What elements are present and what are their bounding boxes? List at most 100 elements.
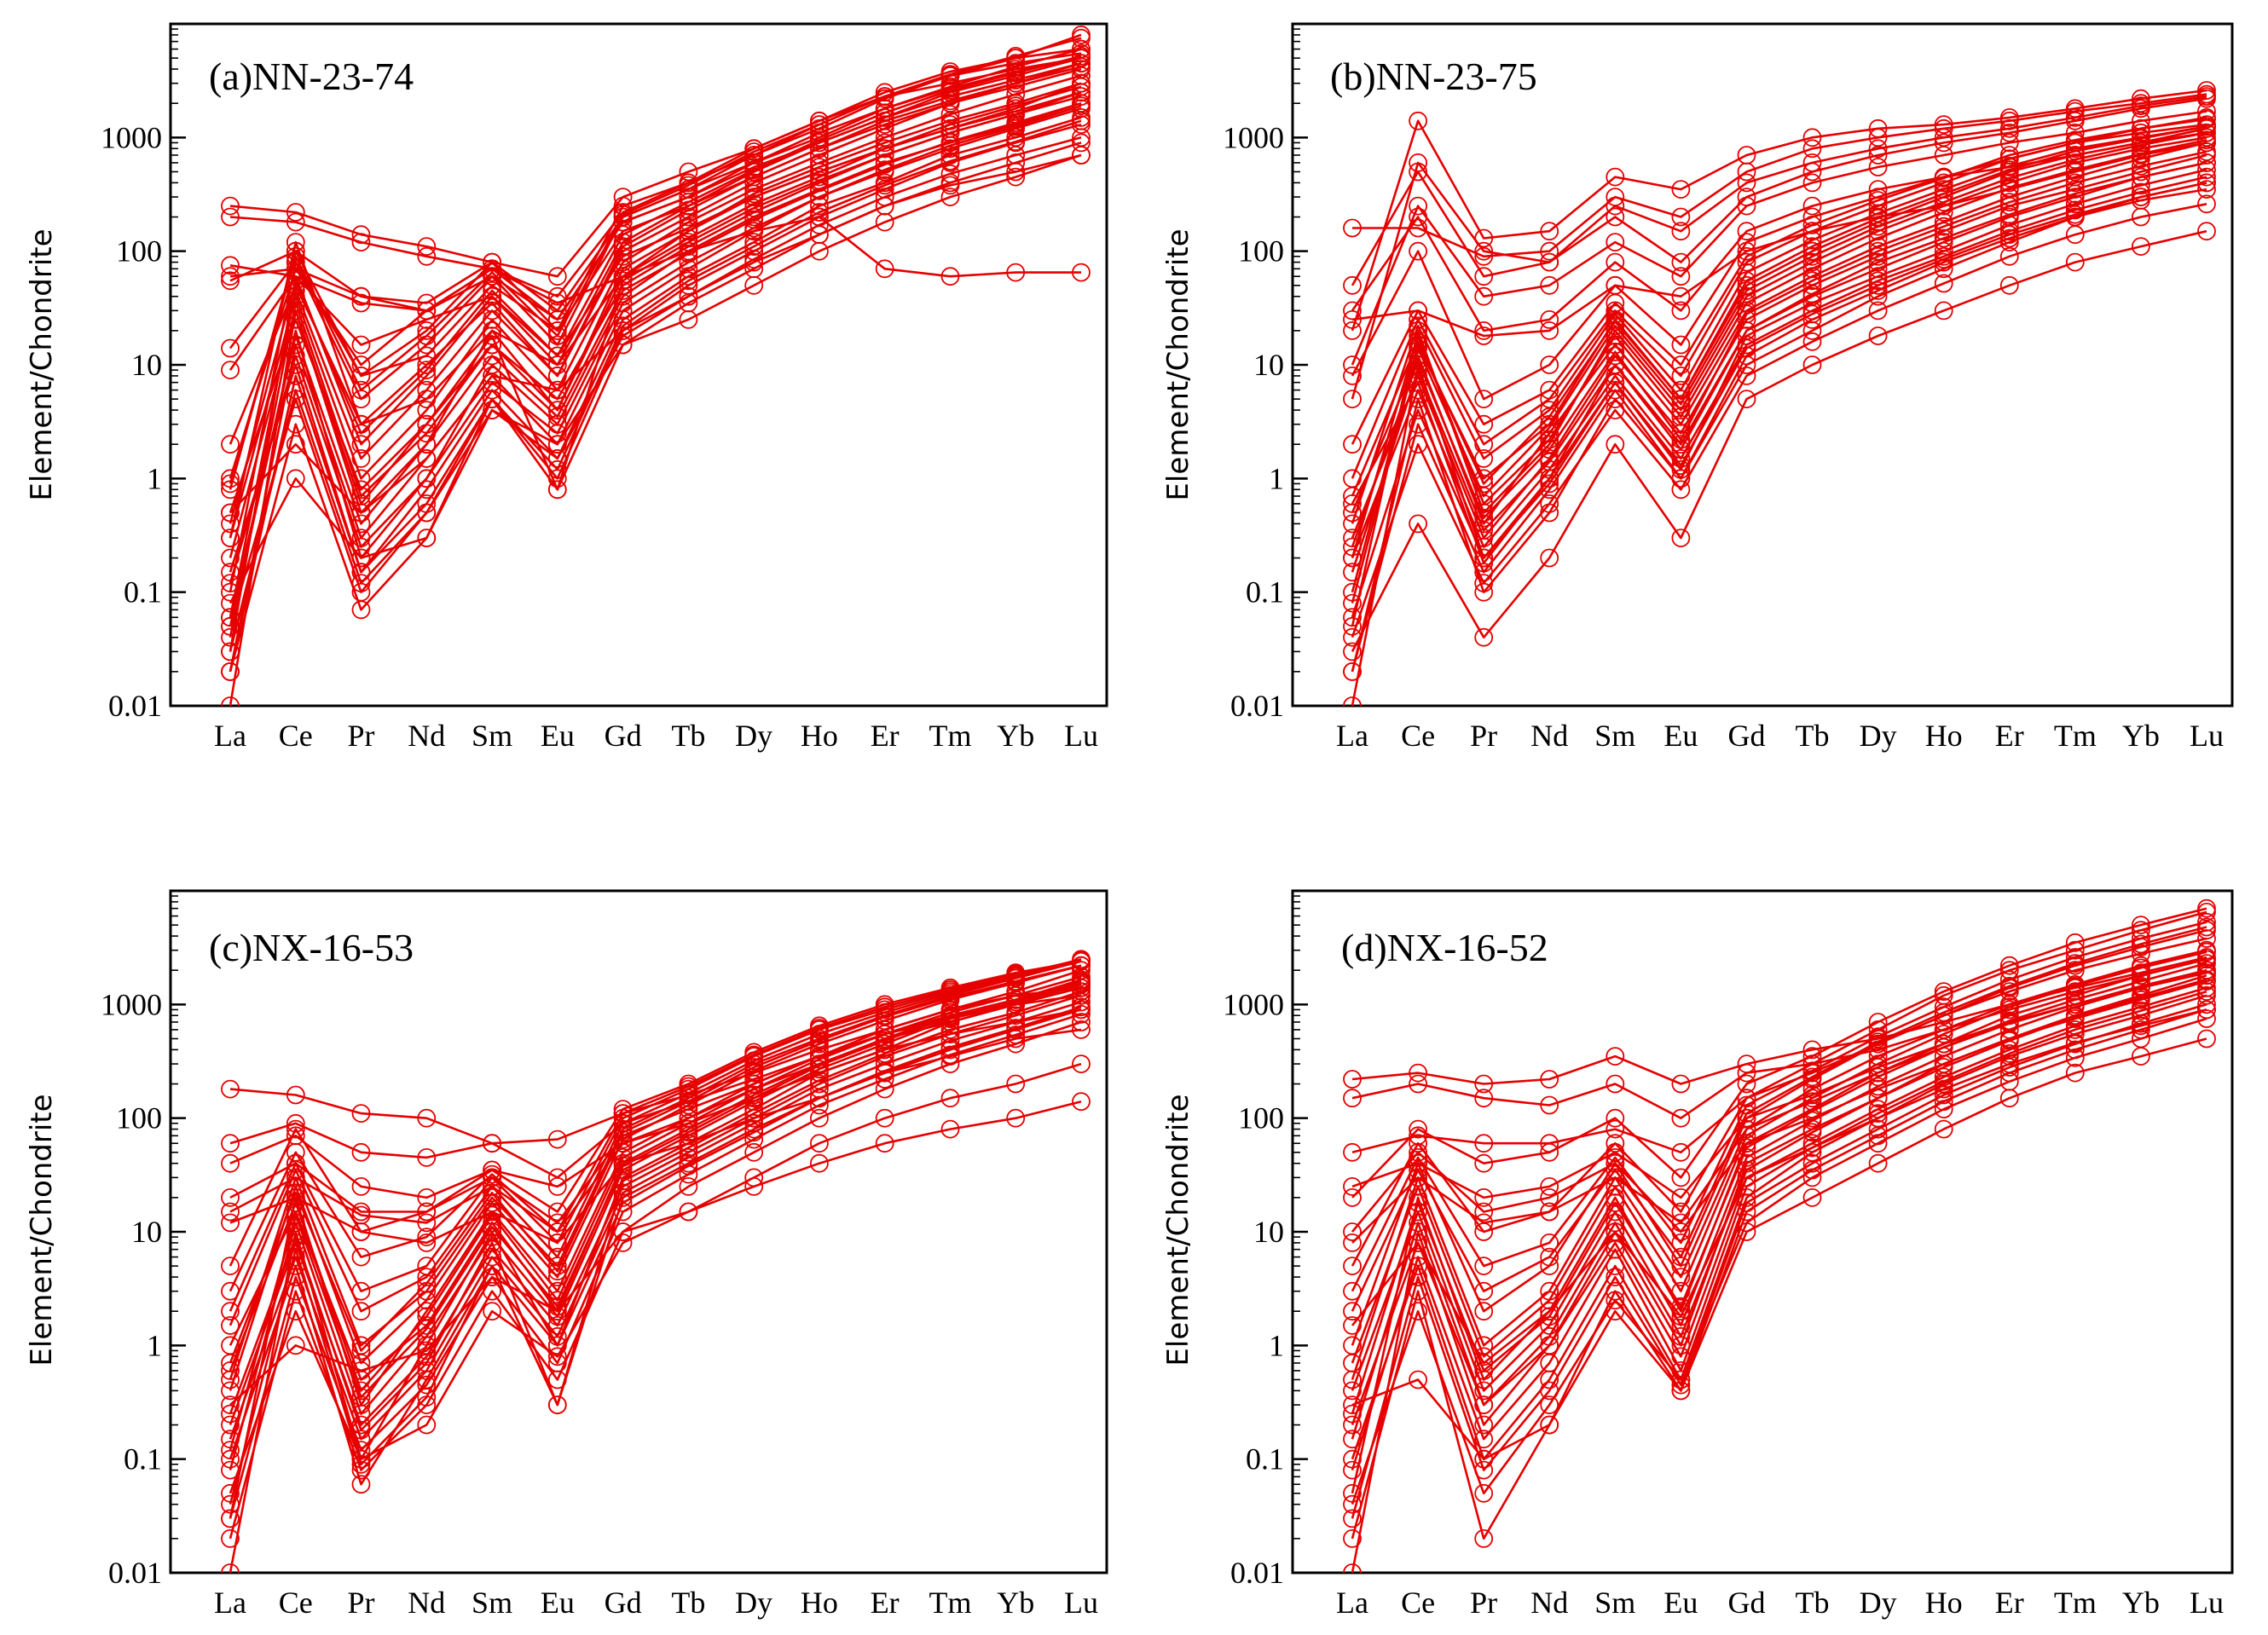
panel-d-data-point <box>1802 1168 1822 1187</box>
panel-a: (a)NN-23-74 Element/Chondrite 0.01 0.1 1 10… <box>25 22 1108 753</box>
panel-c-data-point <box>417 1188 437 1207</box>
panel-a-series-line <box>229 136 1082 652</box>
panel-c-data-point <box>940 1037 960 1057</box>
panel-c-data-point <box>417 1388 437 1407</box>
panel-d-y-tick-label: 1 <box>1269 1328 1284 1362</box>
panel-c-data-point <box>875 1061 894 1081</box>
panel-b-data-point <box>1606 342 1625 361</box>
panel-a-data-point <box>1072 128 1091 147</box>
panel-c-data-point <box>221 1494 240 1514</box>
panel-b-data-point <box>2065 107 2085 127</box>
panel-b-data-point <box>2065 123 2085 142</box>
panel-a-series-line <box>229 65 1082 618</box>
panel-d-data-point <box>1343 1316 1362 1335</box>
panel-b-data-point <box>1671 459 1691 479</box>
panel-a-x-tick-label: Ce <box>279 719 313 753</box>
panel-b-series-line <box>1351 116 2207 401</box>
panel-c-series-line <box>229 964 1082 1391</box>
panel-d-data-point <box>1868 1089 1888 1108</box>
panel-d-data-point <box>1343 1460 1362 1480</box>
panel-a-data-point <box>1006 73 1026 93</box>
panel-b-data-point <box>1409 514 1427 534</box>
panel-c-x-tick-label: Er <box>871 1586 900 1620</box>
panel-d-series-line <box>1351 1037 2207 1460</box>
panel-b-series-line <box>1351 125 2207 497</box>
panel-a-data-point <box>351 380 371 400</box>
panel-d-data-point <box>1343 1089 1362 1108</box>
panel-d-data-point <box>2197 1000 2216 1020</box>
panel-b-data-point <box>2197 167 2216 187</box>
panel-a-data-point <box>744 173 764 193</box>
panel-a-data-point <box>613 316 633 336</box>
panel-b-data-point <box>1474 326 1494 345</box>
panel-c-data-point <box>351 1441 371 1459</box>
panel-d-series-line <box>1351 1003 2207 1519</box>
panel-a-data-point <box>1006 47 1026 66</box>
panel-b-data-point <box>2197 153 2216 172</box>
panel-a-data-point <box>613 293 633 313</box>
panel-d-data-point <box>1671 1074 1691 1094</box>
panel-a-data-point <box>286 469 305 488</box>
panel-c-data-point <box>810 1031 829 1050</box>
panel-b-x-tick-label: Ho <box>1925 719 1963 753</box>
panel-d-data-point <box>1868 1108 1888 1128</box>
panel-c-data-point <box>1006 964 1026 984</box>
panel-d-data-point <box>1343 1188 1362 1207</box>
panel-d-data-point <box>1409 1119 1427 1139</box>
panel-a-data-point <box>613 326 633 345</box>
panel-a-y-tick-label: 10 <box>131 348 162 382</box>
panel-b-data-point <box>1671 390 1691 409</box>
panel-c-data-point <box>221 1257 240 1275</box>
panel-d-data-point <box>1737 1074 1756 1094</box>
panel-a-data-point <box>286 246 305 266</box>
panel-a-data-point <box>351 494 371 513</box>
panel-c-series-line <box>229 960 1082 1326</box>
panel-b-data-point <box>1802 230 1822 250</box>
panel-c-data-point <box>1072 997 1091 1017</box>
panel-c-data-point <box>810 1049 829 1069</box>
panel-d-data-point <box>1737 1119 1756 1139</box>
panel-b-data-point <box>1802 153 1822 172</box>
panel-c-data-point <box>547 1302 567 1321</box>
panel-d-data-point <box>1671 1247 1691 1267</box>
panel-b-data-point <box>1540 252 1559 272</box>
panel-b-data-point <box>1540 440 1559 459</box>
panel-b-data-point <box>1474 321 1494 340</box>
panel-c-series-line <box>229 981 1082 1470</box>
panel-c-series-line <box>229 979 1082 1451</box>
panel-d-data-point <box>1343 1233 1362 1252</box>
panel-b-data-point <box>2065 173 2085 193</box>
panel-c-data-point <box>1006 990 1026 1009</box>
panel-c-series-line <box>229 1020 1082 1540</box>
panel-b-data-point <box>1343 593 1362 613</box>
panel-b-data-point <box>1540 469 1559 488</box>
panel-c-ylabel: Element/Chondrite <box>25 1094 59 1366</box>
panel-b-data-point <box>1343 548 1362 568</box>
panel-a-data-point <box>940 111 960 130</box>
panel-a-data-point <box>417 401 437 420</box>
panel-b-data-point <box>2197 109 2216 129</box>
panel-d-series-line <box>1351 1008 2207 1365</box>
panel-a-y-tick-label: 0.01 <box>108 689 162 723</box>
panel-d-data-point <box>2131 972 2150 991</box>
panel-c-data-point <box>547 1297 567 1316</box>
panel-c-data-point <box>286 1085 305 1105</box>
panel-c-data-point <box>351 1420 371 1440</box>
panel-d-x-tick-label: Sm <box>1594 1586 1635 1620</box>
panel-b-data-point <box>1474 548 1494 568</box>
panel-b-data-point <box>1999 246 2019 266</box>
panel-b-data-point <box>2065 146 2085 165</box>
panel-d-data-point <box>1802 1101 1822 1121</box>
panel-b-data-point <box>2197 222 2216 241</box>
panel-b-data-point <box>1868 204 1888 223</box>
panel-b-x-tick-label: Gd <box>1727 719 1765 753</box>
panel-d-y-tick-label: 0.01 <box>1230 1556 1284 1590</box>
panel-c-data-point <box>286 1336 305 1355</box>
panel-a-series-line <box>229 95 1082 558</box>
panel-c-data-point <box>221 1213 240 1233</box>
panel-b-x-tick-label: Tm <box>2054 719 2097 753</box>
panel-c-data-point <box>679 1077 698 1096</box>
panel-a-data-point <box>221 256 240 275</box>
panel-b-data-point <box>1343 696 1362 706</box>
panel-a-data-point <box>221 514 240 534</box>
